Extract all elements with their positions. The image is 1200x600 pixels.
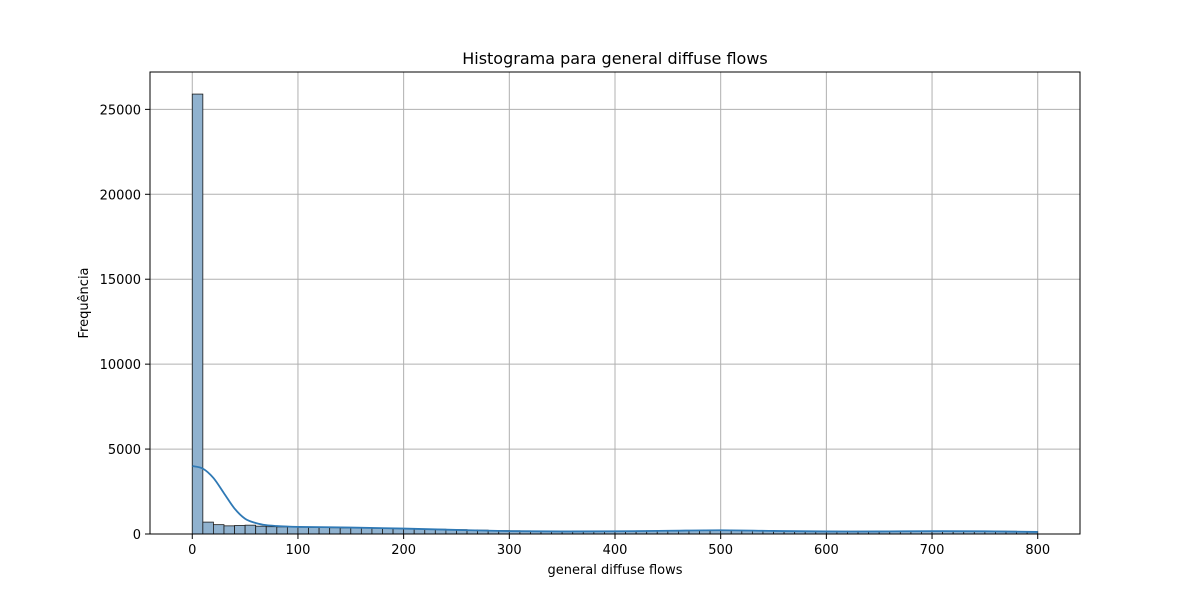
histogram-bar — [308, 526, 320, 535]
x-tick-label: 100 — [286, 543, 311, 558]
histogram-bar — [213, 524, 225, 535]
x-axis-ticks: 0 100 200 300 400 500 600 700 800 — [188, 534, 1050, 558]
y-tick-label: 20000 — [100, 188, 141, 203]
histogram-bar — [265, 526, 278, 535]
x-tick-label: 500 — [708, 543, 733, 558]
histogram-bar — [318, 527, 331, 535]
histogram-bar — [297, 526, 309, 535]
y-axis-label: Frequência — [77, 267, 92, 338]
y-tick-label: 0 — [133, 528, 141, 543]
x-axis-label: general diffuse flows — [547, 563, 682, 578]
chart-title: Histograma para general diffuse flows — [462, 49, 768, 68]
y-tick-label: 15000 — [100, 273, 141, 288]
x-tick-label: 0 — [188, 543, 196, 558]
histogram-bar — [286, 526, 299, 535]
y-tick-label: 5000 — [108, 443, 141, 458]
histogram-bar — [350, 527, 362, 535]
histogram-bar — [255, 525, 267, 535]
x-tick-label: 700 — [920, 543, 945, 558]
x-tick-label: 300 — [497, 543, 522, 558]
kde-curve-group — [192, 465, 1038, 533]
y-tick-label: 25000 — [100, 103, 141, 118]
y-tick-label: 10000 — [100, 358, 141, 373]
histogram-bar — [234, 525, 246, 535]
x-tick-label: 400 — [603, 543, 628, 558]
histogram-bar — [202, 521, 214, 535]
y-axis-ticks: 0 5000 10000 15000 20000 25000 — [100, 103, 150, 543]
histogram-bar — [223, 525, 235, 535]
kde-line — [192, 465, 1038, 533]
histogram-bar — [371, 527, 383, 535]
histogram-bar — [329, 527, 341, 535]
x-tick-label: 800 — [1025, 543, 1050, 558]
histogram-bar — [360, 527, 373, 535]
histogram-bar — [276, 526, 288, 535]
histogram-bar — [339, 527, 352, 535]
histogram-bar — [382, 527, 394, 535]
x-tick-label: 600 — [814, 543, 839, 558]
histogram-bar — [244, 524, 257, 535]
x-tick-label: 200 — [391, 543, 416, 558]
